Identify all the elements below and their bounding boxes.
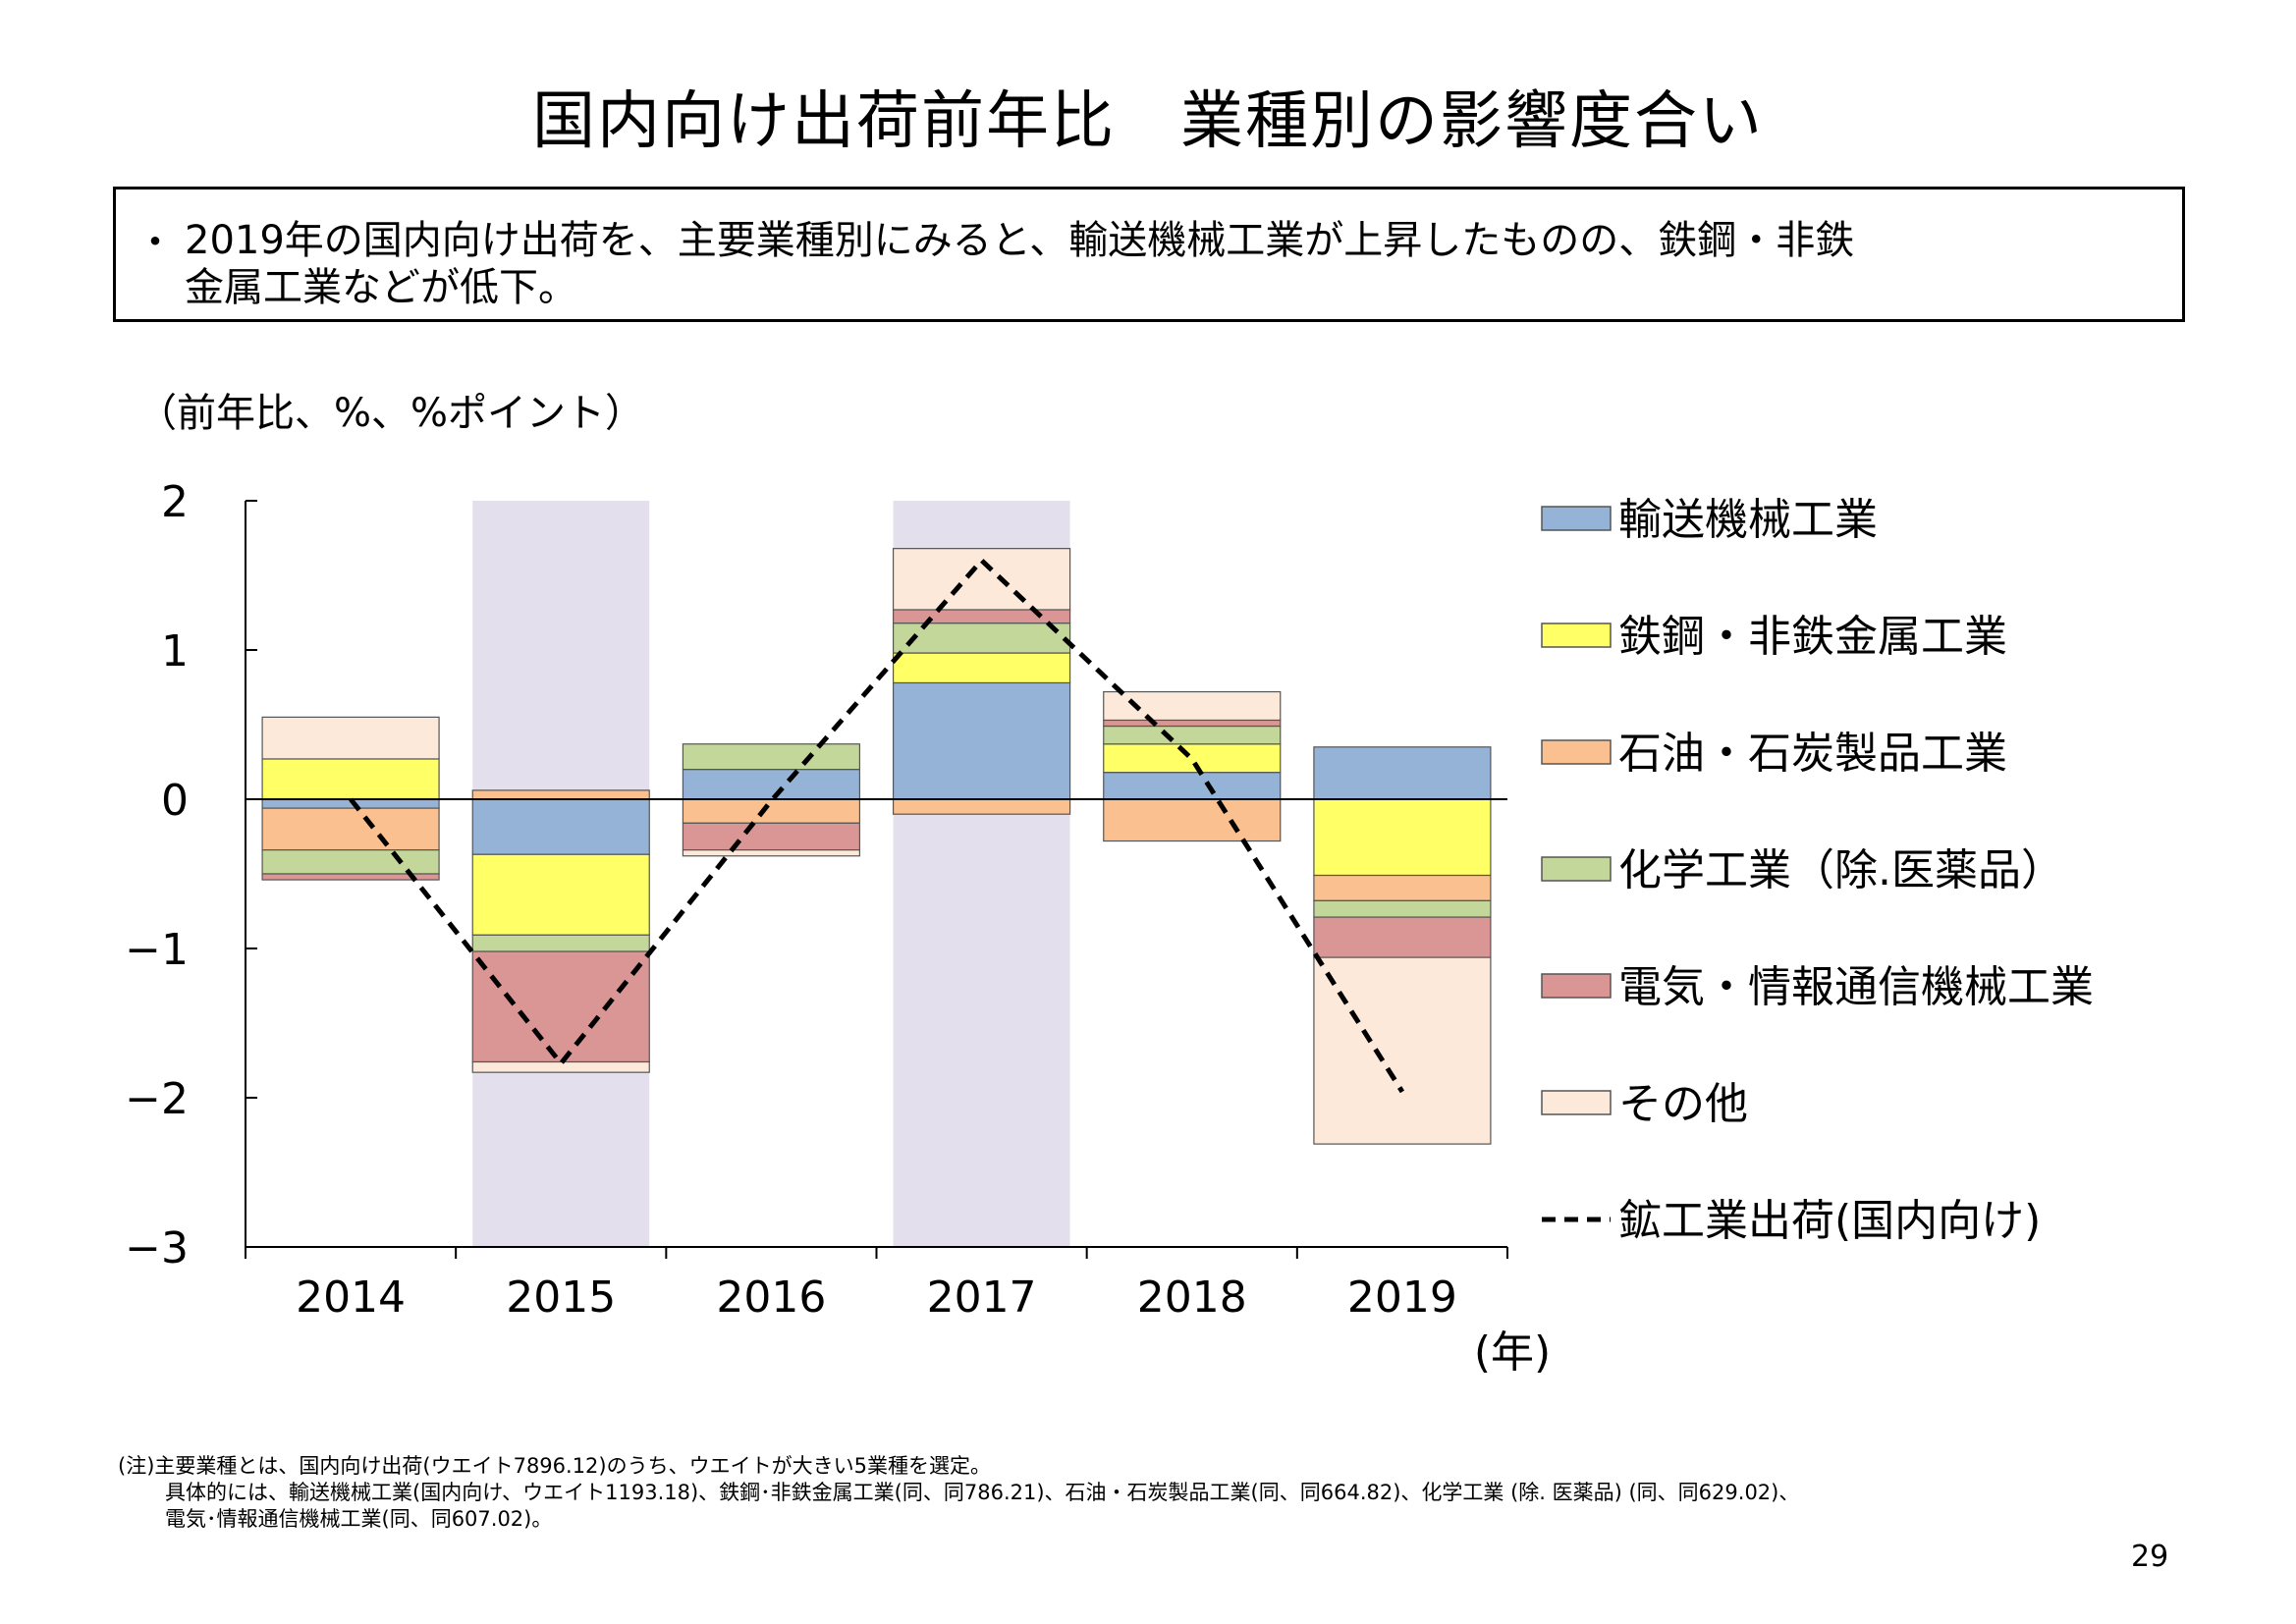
bar-2017-series-0 — [892, 681, 1071, 800]
bar-2015-series-0 — [471, 798, 650, 855]
summary-bullet: ・ — [136, 220, 175, 265]
unit-label: （前年比、%、%ポイント） — [137, 391, 645, 436]
bar-2015-series-4 — [471, 950, 650, 1063]
bar-2015-series-3 — [471, 934, 650, 952]
bar-2017-series-5 — [892, 548, 1071, 611]
summary-text-line-2: 金属工業などが低下。 — [185, 265, 577, 310]
footnote-line-3: 電気･情報通信機械工業(同、同607.02)。 — [165, 1507, 553, 1531]
bar-2018-series-2 — [1103, 798, 1282, 842]
bar-2016-series-2 — [682, 798, 861, 824]
legend-swatch-4 — [1541, 973, 1612, 999]
bar-2018-series-3 — [1103, 725, 1282, 745]
bar-2014-series-2 — [261, 807, 440, 851]
bar-2018-series-4 — [1103, 719, 1282, 728]
bar-2015-series-2 — [471, 789, 650, 800]
legend-label-1: 鉄鋼・非鉄金属工業 — [1618, 612, 2007, 662]
footnote-line-1: (注)主要業種とは、国内向け出荷(ウエイト7896.12)のうち、ウエイトが大き… — [118, 1454, 991, 1478]
bar-2014-series-1 — [261, 758, 440, 800]
bar-2016-series-5 — [682, 849, 861, 857]
bar-2017-series-2 — [892, 798, 1071, 815]
bar-2017-series-3 — [892, 623, 1071, 654]
bar-2018-series-0 — [1103, 772, 1282, 800]
bar-2019-series-4 — [1313, 916, 1492, 958]
bar-2014-series-5 — [261, 716, 440, 760]
legend-swatch-2 — [1541, 739, 1612, 765]
summary-box — [113, 187, 2185, 322]
legend-label-5: その他 — [1618, 1079, 1748, 1129]
bar-2015-series-1 — [471, 853, 650, 936]
y-tick-label-2: 0 — [161, 776, 189, 826]
bar-2016-series-3 — [682, 743, 861, 771]
bar-2015-series-5 — [471, 1060, 650, 1073]
y-tick-label-5: −3 — [125, 1223, 189, 1273]
page-number: 29 — [2131, 1540, 2169, 1574]
y-tick-label-0: 2 — [161, 477, 189, 527]
y-tick-label-1: 1 — [161, 626, 189, 677]
bar-2016-series-4 — [682, 822, 861, 851]
bar-2018-series-5 — [1103, 690, 1282, 722]
legend-swatch-3 — [1541, 856, 1612, 882]
x-tick-label-2014: 2014 — [296, 1272, 406, 1323]
bar-2017-series-4 — [892, 609, 1071, 624]
bar-2014-series-3 — [261, 849, 440, 875]
x-tick-label-2016: 2016 — [716, 1272, 826, 1323]
bar-2019-series-2 — [1313, 874, 1492, 901]
x-tick-label-2017: 2017 — [927, 1272, 1037, 1323]
y-tick-label-4: −2 — [125, 1074, 189, 1124]
bar-2019-series-1 — [1313, 798, 1492, 877]
summary-text-line-1: 2019年の国内向け出荷を、主要業種別にみると、輸送機械工業が上昇したものの、鉄… — [185, 218, 1855, 263]
legend-swatch-5 — [1541, 1090, 1612, 1115]
legend-label-2: 石油・石炭製品工業 — [1618, 729, 2007, 779]
x-axis-label: (年) — [1474, 1327, 1551, 1378]
line-series-domestic-shipments — [349, 557, 1405, 1094]
y-tick-label-3: −1 — [125, 925, 189, 975]
x-tick-label-2015: 2015 — [506, 1272, 616, 1323]
legend-label-4: 電気・情報通信機械工業 — [1618, 962, 2094, 1012]
legend-label-0: 輸送機械工業 — [1618, 495, 1878, 545]
footnote-line-2: 具体的には、輸送機械工業(国内向け、ウエイト1193.18)、鉄鋼･非鉄金属工業… — [165, 1481, 1800, 1504]
bar-2018-series-1 — [1103, 743, 1282, 774]
bar-2019-series-5 — [1313, 956, 1492, 1145]
bar-2019-series-3 — [1313, 899, 1492, 918]
bar-2019-series-0 — [1313, 746, 1492, 800]
legend-swatch-1 — [1541, 623, 1612, 648]
x-tick-label-2019: 2019 — [1347, 1272, 1457, 1323]
page-title: 国内向け出荷前年比 業種別の影響度合い — [532, 85, 1764, 158]
x-tick-label-2018: 2018 — [1137, 1272, 1247, 1323]
bar-2017-series-1 — [892, 652, 1071, 684]
legend-label-line: 鉱工業出荷(国内向け) — [1618, 1196, 2041, 1246]
legend-swatch-0 — [1541, 506, 1612, 531]
legend-label-3: 化学工業（除.医薬品） — [1618, 845, 2064, 895]
bar-2014-series-4 — [261, 873, 440, 881]
bar-2016-series-0 — [682, 768, 861, 800]
